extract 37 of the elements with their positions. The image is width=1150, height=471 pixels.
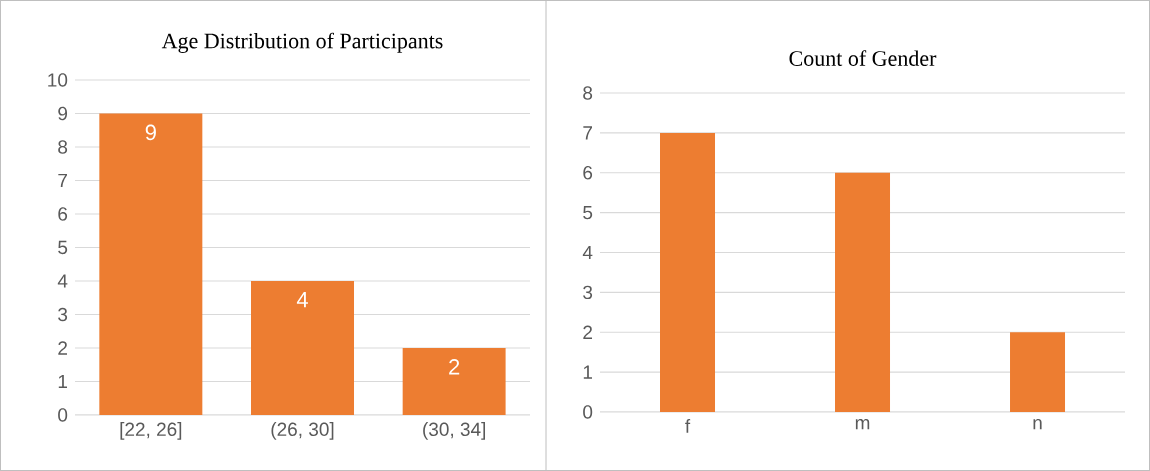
x-tick-label: n (1033, 419, 1042, 430)
chart-title: Count of Gender (789, 50, 937, 66)
x-tick-label: (26, 30] (271, 422, 334, 440)
y-tick-label: 8 (58, 140, 68, 154)
y-tick-label: 1 (58, 374, 67, 389)
y-tick-label: 10 (48, 73, 68, 87)
y-tick-label: 4 (582, 245, 593, 260)
y-tick-label: 0 (58, 408, 68, 422)
y-tick-label: 1 (583, 365, 593, 379)
y-tick-label: 9 (58, 106, 68, 121)
y-tick-label: 6 (583, 166, 593, 180)
y-tick-label: 8 (583, 86, 593, 100)
y-tick-label: 2 (58, 341, 67, 355)
y-tick-label: 4 (57, 274, 68, 288)
bar (660, 132, 716, 412)
x-tick-label: (30, 34] (423, 422, 486, 440)
y-tick-label: 0 (583, 405, 593, 419)
x-tick-label: m (855, 419, 870, 430)
y-tick-label: 5 (583, 205, 593, 220)
y-tick-label: 7 (58, 173, 67, 188)
x-tick-label: [22, 26] (120, 422, 182, 440)
chart-title: Age Distribution of Participants (161, 32, 443, 53)
y-tick-label: 2 (583, 325, 593, 339)
bar (402, 348, 506, 415)
y-tick-label: 7 (583, 126, 593, 140)
data-label: 4 (296, 292, 308, 308)
y-tick-label: 5 (58, 240, 68, 255)
data-label: 9 (145, 124, 156, 141)
y-tick-label: 3 (583, 285, 593, 300)
bar (251, 281, 354, 415)
y-tick-label: 3 (58, 307, 68, 322)
y-tick-label: 6 (58, 207, 68, 221)
data-label: 2 (449, 359, 460, 375)
bar (1010, 332, 1066, 412)
bar (835, 172, 891, 412)
bar (99, 113, 203, 415)
x-tick-label: f (685, 419, 691, 433)
